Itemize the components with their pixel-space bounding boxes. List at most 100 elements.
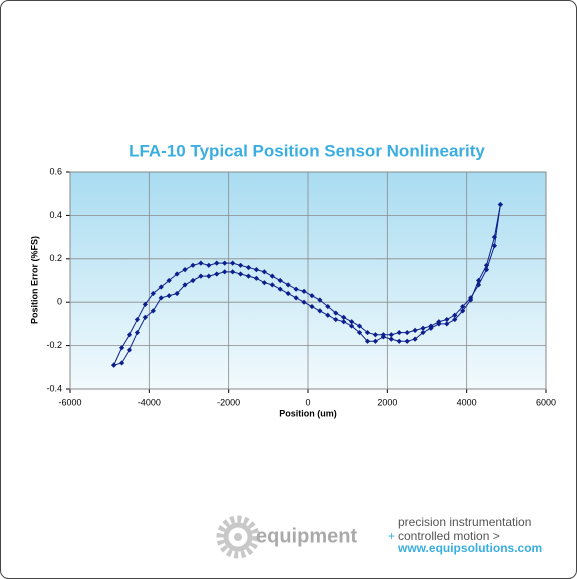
data-point	[420, 325, 426, 331]
data-point	[222, 260, 228, 266]
data-point	[372, 338, 379, 344]
data-point	[142, 314, 148, 320]
x-tick-label: 2000	[377, 397, 397, 407]
data-point	[253, 267, 260, 273]
data-point	[222, 269, 228, 275]
data-point	[428, 325, 434, 331]
data-point	[341, 319, 347, 325]
y-tick-label: 0.6	[49, 166, 62, 176]
data-point	[491, 243, 498, 249]
data-point	[174, 290, 180, 297]
data-point	[158, 295, 164, 301]
data-point	[166, 293, 172, 299]
data-point	[277, 286, 283, 292]
data-point	[253, 275, 260, 281]
data-point	[206, 273, 212, 279]
data-point	[245, 273, 252, 279]
chart-title: LFA-10 Typical Position Sensor Nonlinear…	[129, 141, 485, 160]
data-point	[230, 269, 236, 275]
data-point	[452, 316, 458, 323]
data-point	[293, 295, 299, 301]
data-point	[182, 282, 188, 288]
data-point	[436, 321, 442, 327]
data-point	[301, 299, 307, 305]
data-point	[452, 312, 458, 318]
data-point	[460, 308, 466, 314]
data-point	[190, 277, 196, 284]
data-point	[293, 286, 299, 292]
data-point	[388, 332, 394, 338]
data-point	[309, 303, 315, 310]
y-tick-label: 0.4	[49, 210, 62, 220]
plus-sign: +	[388, 529, 395, 543]
tagline: controlled motion >	[398, 529, 500, 543]
data-point	[118, 345, 125, 351]
data-point	[285, 282, 291, 288]
data-point	[388, 336, 394, 342]
x-tick-label: -2000	[217, 397, 240, 407]
data-point	[142, 301, 148, 307]
data-point	[491, 234, 498, 240]
data-point	[364, 338, 371, 344]
data-point	[349, 319, 355, 325]
data-point	[325, 303, 331, 310]
data-point	[198, 260, 204, 266]
data-point	[349, 323, 355, 329]
data-point	[301, 288, 307, 294]
data-point	[396, 338, 402, 344]
data-point	[261, 269, 267, 275]
data-point	[134, 316, 141, 323]
data-point	[174, 271, 180, 277]
data-point	[420, 329, 426, 336]
x-tick-label: 4000	[457, 397, 477, 407]
data-point	[214, 271, 220, 277]
data-point	[364, 329, 371, 336]
y-axis-label: Position Error (%FS)	[29, 236, 39, 324]
website: www.equipsolutions.com	[397, 541, 542, 555]
data-point	[497, 201, 503, 208]
data-point	[182, 267, 188, 273]
data-point	[111, 362, 117, 368]
x-tick-label: -4000	[138, 397, 161, 407]
data-point	[150, 308, 156, 314]
tagline: precision instrumentation	[398, 515, 531, 529]
data-point	[150, 290, 156, 297]
data-point	[198, 273, 204, 279]
logo-gear	[216, 515, 260, 559]
data-point	[317, 297, 323, 303]
x-tick-label: 0	[305, 397, 310, 407]
data-point	[230, 260, 236, 266]
data-point	[356, 323, 363, 329]
data-point	[126, 332, 133, 338]
data-point	[412, 327, 418, 334]
data-point	[333, 310, 339, 316]
y-tick-label: -0.2	[46, 340, 62, 350]
data-point	[237, 262, 244, 268]
data-point	[206, 262, 212, 268]
data-point	[285, 290, 291, 297]
data-point	[475, 277, 482, 284]
plot-border	[69, 171, 547, 390]
data-point	[277, 277, 283, 284]
data-point	[356, 329, 363, 336]
x-tick-label: -6000	[58, 397, 81, 407]
data-point	[190, 262, 196, 268]
data-point	[483, 262, 490, 268]
x-axis-label: Position (um)	[279, 408, 337, 418]
data-point	[333, 316, 339, 323]
data-point	[261, 280, 267, 286]
data-point	[158, 284, 164, 290]
data-point	[412, 336, 418, 342]
data-point	[475, 282, 482, 288]
data-point	[269, 273, 275, 279]
data-point	[341, 314, 347, 320]
data-point	[372, 332, 379, 338]
data-point	[468, 297, 474, 303]
data-point	[214, 260, 220, 266]
data-point	[118, 360, 125, 366]
logo-text: equipment	[256, 525, 357, 547]
data-point	[460, 303, 466, 310]
data-point	[396, 329, 402, 336]
y-tick-label: 0	[57, 297, 62, 307]
data-point	[245, 264, 252, 271]
